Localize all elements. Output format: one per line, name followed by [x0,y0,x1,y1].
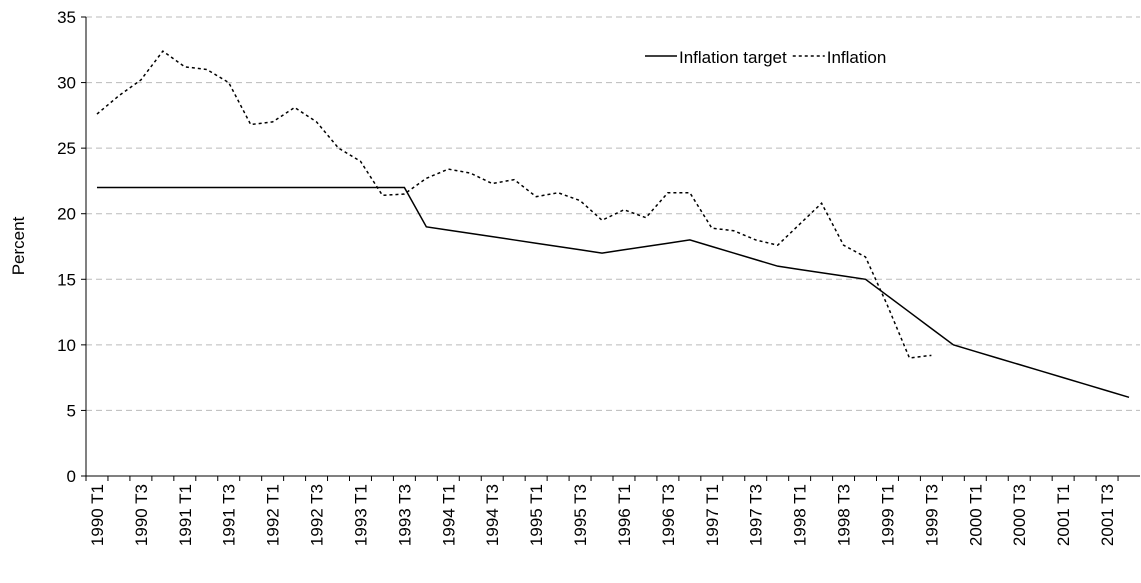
x-tick-label: 1997 T3 [747,484,766,546]
x-tick-label: 1997 T1 [703,484,722,546]
y-tick-label: 0 [67,467,76,486]
x-tick-label: 1996 T3 [659,484,678,546]
x-tick-label: 1991 T1 [176,484,195,546]
x-tick-label: 1996 T1 [615,484,634,546]
series-line [96,186,1130,399]
x-tick-label: 2001 T3 [1098,484,1117,546]
x-tick-label: 1999 T3 [922,484,941,546]
y-tick-label: 20 [57,205,76,224]
x-tick-label: 1990 T3 [132,484,151,546]
legend-label: Inflation [827,48,887,67]
series-line [96,50,932,359]
legend-label: Inflation target [679,48,787,67]
x-tick-label: 1994 T1 [439,484,458,546]
y-tick-label: 25 [57,139,76,158]
x-tick-label: 1995 T3 [571,484,590,546]
y-tick-label: 15 [57,270,76,289]
y-tick-label: 5 [67,401,76,420]
x-tick-label: 1998 T1 [791,484,810,546]
x-tick-label: 1992 T1 [264,484,283,546]
y-tick-label: 30 [57,74,76,93]
x-tick-label: 2000 T1 [966,484,985,546]
x-tick-label: 1999 T1 [878,484,897,546]
x-tick-label: 2001 T1 [1054,484,1073,546]
x-tick-label: 1993 T1 [351,484,370,546]
x-tick-label: 1994 T3 [483,484,502,546]
x-tick-label: 1998 T3 [835,484,854,546]
x-tick-label: 1995 T1 [527,484,546,546]
y-tick-label: 10 [57,336,76,355]
y-tick-label: 35 [57,8,76,27]
x-tick-label: 1992 T3 [308,484,327,546]
x-tick-label: 1993 T3 [395,484,414,546]
y-axis-label: Percent [9,216,28,275]
x-tick-label: 2000 T3 [1010,484,1029,546]
x-tick-label: 1990 T1 [88,484,107,546]
x-tick-label: 1991 T3 [220,484,239,546]
